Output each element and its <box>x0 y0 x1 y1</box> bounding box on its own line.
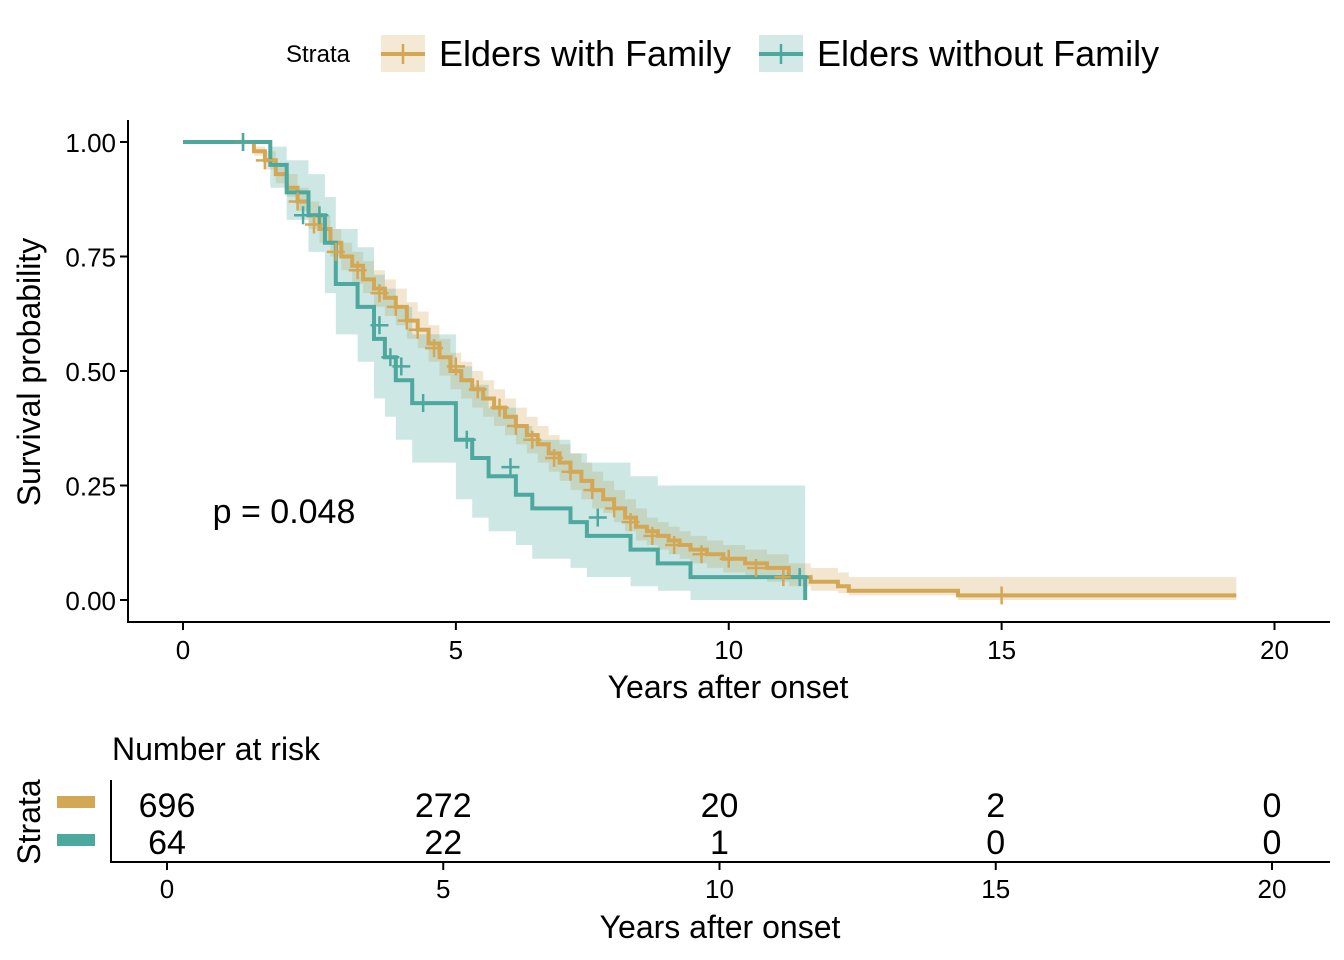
y-tick-label: 0.25 <box>65 472 116 502</box>
risk-x-tick-label: 10 <box>705 874 734 904</box>
risk-x-tick-label: 5 <box>436 874 450 904</box>
risk-table-y-title: Strata <box>11 779 47 865</box>
risk-cell: 20 <box>701 787 739 825</box>
risk-cell: 64 <box>148 824 186 862</box>
y-axis-title: Survival probability <box>11 238 47 507</box>
risk-cell: 0 <box>1263 824 1282 862</box>
risk-x-tick-label: 15 <box>981 874 1010 904</box>
risk-table-x-ticks: 0 5 10 15 20 <box>160 862 1287 904</box>
x-tick-label: 5 <box>449 635 463 665</box>
x-axis-title: Years after onset <box>608 669 849 705</box>
p-value-annotation: p = 0.048 <box>213 493 356 531</box>
legend: Strata Elders with Family Elders without… <box>286 33 1159 74</box>
legend-item-with-family: Elders with Family <box>381 33 731 74</box>
risk-row-swatch-without-family <box>57 834 95 846</box>
x-tick-label: 15 <box>987 635 1016 665</box>
risk-cell: 2 <box>986 787 1005 825</box>
risk-table-x-title: Years after onset <box>600 909 841 945</box>
risk-row-swatch-with-family <box>57 796 95 808</box>
risk-cell: 0 <box>986 824 1005 862</box>
x-axis-ticks: 0 5 10 15 20 <box>176 622 1289 665</box>
y-tick-label: 0.00 <box>65 586 116 616</box>
risk-x-tick-label: 20 <box>1258 874 1287 904</box>
legend-title: Strata <box>286 41 351 68</box>
risk-cell: 696 <box>139 787 196 825</box>
legend-label-without-family: Elders without Family <box>817 33 1159 74</box>
censor-marks <box>234 133 1011 605</box>
confidence-band-without-family <box>183 142 806 600</box>
risk-cell: 1 <box>710 824 729 862</box>
x-tick-label: 10 <box>714 635 743 665</box>
risk-x-tick-label: 0 <box>160 874 174 904</box>
x-tick-label: 20 <box>1260 635 1289 665</box>
y-tick-label: 0.75 <box>65 243 116 273</box>
risk-cell: 272 <box>415 787 472 825</box>
y-tick-label: 1.00 <box>65 128 116 158</box>
risk-cell: 22 <box>424 824 462 862</box>
risk-table: Number at risk Strata 696 272 20 2 064 22 1 0 0 … <box>11 731 1330 945</box>
y-axis-ticks: 0.00 0.25 0.50 0.75 1.00 <box>65 128 128 616</box>
risk-cell: 0 <box>1263 787 1282 825</box>
risk-table-title: Number at risk <box>112 731 321 767</box>
legend-label-with-family: Elders with Family <box>439 33 731 74</box>
x-tick-label: 0 <box>176 635 190 665</box>
survival-plot: 0.000.250.500.751.00 0 5 10 15 20 p = 0.048 … <box>11 120 1330 705</box>
legend-item-without-family: Elders without Family <box>759 33 1159 74</box>
confidence-bands <box>183 142 1237 600</box>
risk-table-cells: 696 272 20 2 064 22 1 0 0 <box>139 787 1282 862</box>
y-tick-label: 0.50 <box>65 357 116 387</box>
